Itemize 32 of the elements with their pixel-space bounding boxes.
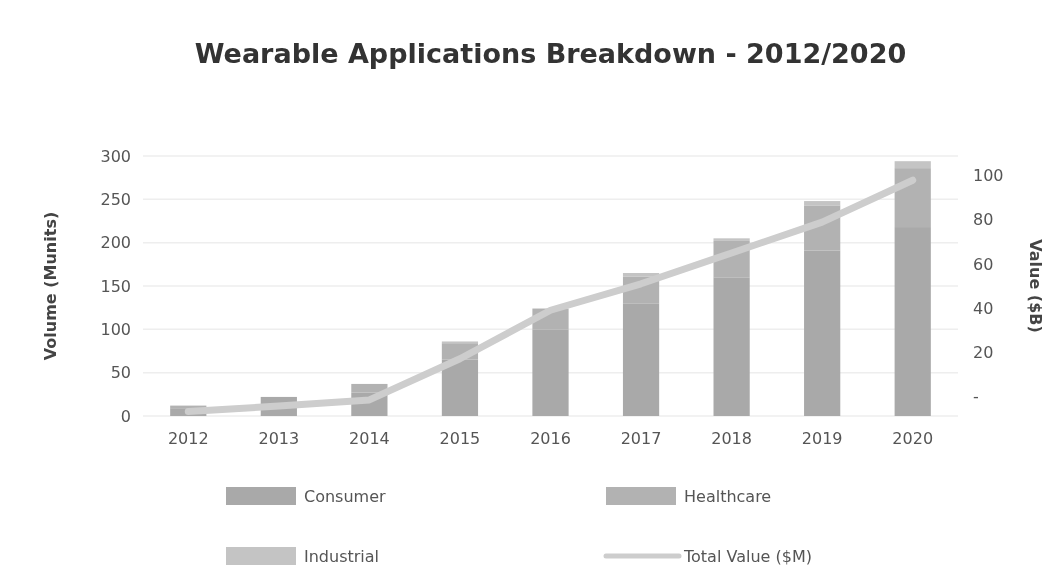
x-tick-label: 2019 — [801, 429, 843, 448]
x-tick-label: 2014 — [349, 429, 390, 448]
x-tick-label: 2020 — [892, 429, 934, 448]
y2-tick-label: 20 — [973, 342, 994, 362]
x-tick-label: 2016 — [530, 429, 571, 448]
y2-tick-label: 40 — [973, 298, 994, 318]
x-tick-label: 2018 — [711, 429, 752, 448]
x-tick-label: 2012 — [167, 429, 209, 448]
legend-label: Consumer — [304, 486, 387, 506]
chart-title: Wearable Applications Breakdown - 2012/2020 — [194, 38, 907, 69]
legend-label: Healthcare — [684, 486, 772, 506]
y-tick-label: 300 — [100, 146, 131, 166]
y-tick-label: 100 — [100, 319, 131, 339]
y-tick-label: 150 — [100, 276, 131, 296]
x-tick-label: 2015 — [439, 429, 481, 448]
y2-axis-title: Value ($B) — [1026, 239, 1045, 333]
bar — [804, 201, 841, 206]
legend-label: Industrial — [304, 546, 380, 566]
y-tick-label: 0 — [120, 406, 131, 426]
legend-label: Total Value ($M) — [683, 546, 812, 566]
x-tick-label: 2013 — [258, 429, 300, 448]
y2-tick-label: 60 — [973, 254, 994, 274]
y-tick-label: 50 — [110, 363, 131, 383]
bar — [894, 161, 931, 169]
y2-tick-label: 100 — [973, 166, 1004, 186]
y-tick-label: 200 — [100, 233, 131, 253]
y-tick-label: 250 — [100, 189, 131, 209]
y2-tick-label: - — [973, 386, 979, 406]
bar — [713, 238, 750, 241]
x-tick-label: 2017 — [620, 429, 662, 448]
y2-tick-label: 80 — [973, 210, 994, 230]
y-axis-title: Volume (Munits) — [41, 211, 60, 361]
